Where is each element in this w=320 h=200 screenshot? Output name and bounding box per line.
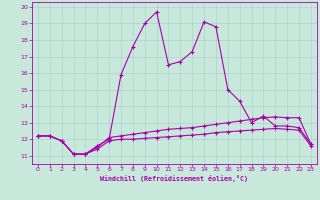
X-axis label: Windchill (Refroidissement éolien,°C): Windchill (Refroidissement éolien,°C) xyxy=(100,175,248,182)
